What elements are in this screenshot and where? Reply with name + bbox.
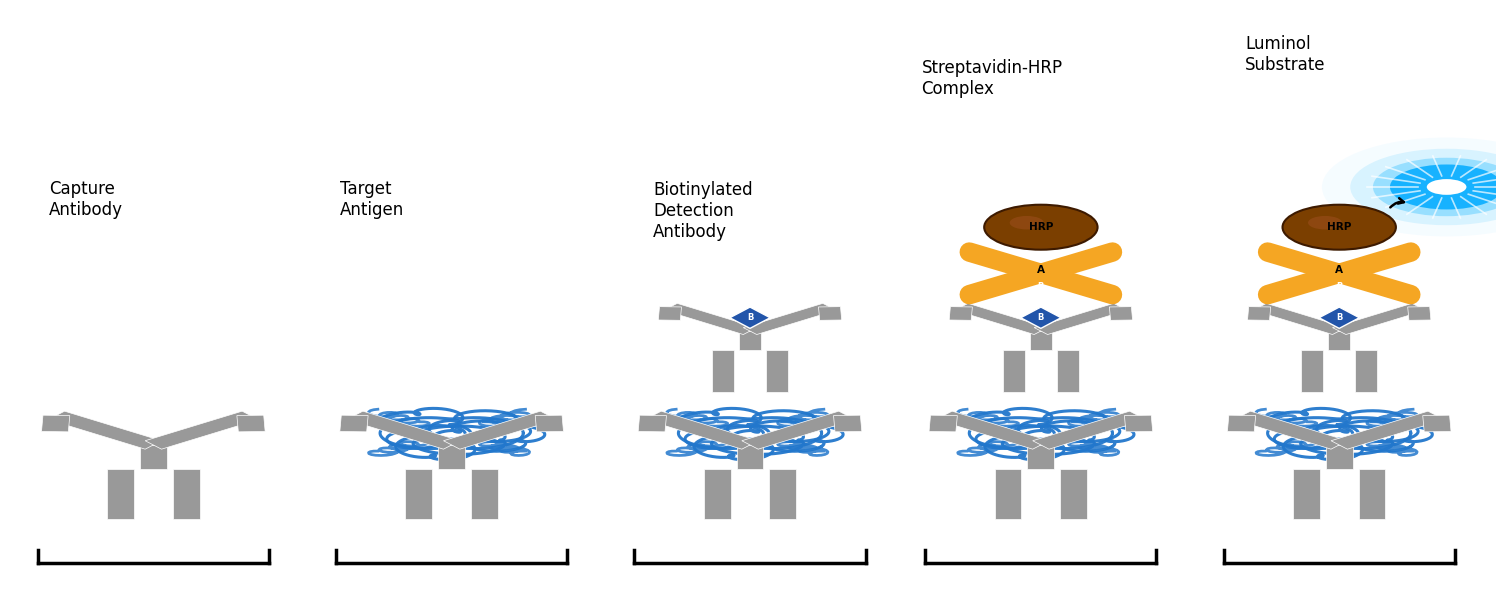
Polygon shape: [146, 411, 258, 449]
Polygon shape: [1248, 307, 1270, 320]
Bar: [438, 445, 465, 469]
Text: Target
Antigen: Target Antigen: [340, 180, 404, 219]
Bar: [1060, 469, 1088, 519]
Polygon shape: [340, 415, 368, 432]
Bar: [1354, 350, 1377, 392]
Circle shape: [1390, 164, 1500, 209]
Polygon shape: [48, 411, 162, 449]
Polygon shape: [237, 415, 266, 432]
Text: HRP: HRP: [1328, 222, 1352, 232]
Bar: [405, 469, 432, 519]
Polygon shape: [936, 411, 1048, 449]
Polygon shape: [1234, 411, 1347, 449]
Polygon shape: [444, 411, 556, 449]
Bar: [770, 469, 796, 519]
Polygon shape: [819, 307, 842, 320]
Polygon shape: [645, 411, 758, 449]
Polygon shape: [536, 415, 564, 432]
Polygon shape: [730, 307, 770, 328]
Bar: [1302, 350, 1323, 392]
Circle shape: [1350, 149, 1500, 225]
Text: A: A: [1335, 265, 1342, 275]
Polygon shape: [1034, 304, 1126, 335]
Bar: [994, 469, 1022, 519]
Circle shape: [1010, 216, 1044, 229]
Polygon shape: [1227, 415, 1256, 432]
Bar: [766, 350, 788, 392]
Text: Luminol
Substrate: Luminol Substrate: [1245, 35, 1326, 74]
Circle shape: [1322, 137, 1500, 236]
Text: B: B: [1038, 313, 1044, 322]
Polygon shape: [744, 304, 836, 335]
Bar: [1326, 445, 1353, 469]
Text: A: A: [1036, 265, 1046, 275]
Polygon shape: [1125, 415, 1152, 432]
Polygon shape: [664, 304, 756, 335]
Polygon shape: [658, 307, 681, 320]
Polygon shape: [1332, 304, 1425, 335]
Polygon shape: [742, 411, 855, 449]
Bar: [1328, 331, 1350, 350]
Bar: [712, 350, 734, 392]
Polygon shape: [1032, 411, 1146, 449]
Bar: [471, 469, 498, 519]
Text: B: B: [747, 313, 753, 322]
Polygon shape: [1020, 307, 1060, 328]
Polygon shape: [1407, 307, 1431, 320]
Circle shape: [1372, 158, 1500, 216]
Polygon shape: [950, 307, 972, 320]
Bar: [1028, 445, 1054, 469]
Polygon shape: [1252, 304, 1346, 335]
Bar: [172, 469, 200, 519]
Polygon shape: [928, 415, 957, 432]
Polygon shape: [834, 415, 862, 432]
Bar: [1359, 469, 1386, 519]
Text: HRP: HRP: [1029, 222, 1053, 232]
Polygon shape: [1110, 307, 1132, 320]
Bar: [140, 445, 166, 469]
Text: B: B: [1038, 282, 1044, 291]
Polygon shape: [954, 304, 1047, 335]
Bar: [1058, 350, 1078, 392]
Circle shape: [1282, 205, 1396, 250]
Polygon shape: [346, 411, 460, 449]
Polygon shape: [638, 415, 666, 432]
Polygon shape: [42, 415, 70, 432]
Bar: [740, 331, 760, 350]
Circle shape: [1308, 216, 1342, 229]
Bar: [736, 445, 764, 469]
Text: B: B: [1336, 282, 1342, 291]
Bar: [1030, 331, 1051, 350]
Polygon shape: [1330, 411, 1444, 449]
Bar: [704, 469, 730, 519]
Text: B: B: [1336, 313, 1342, 322]
Text: Biotinylated
Detection
Antibody: Biotinylated Detection Antibody: [652, 181, 753, 241]
Bar: [1293, 469, 1320, 519]
Bar: [1004, 350, 1025, 392]
Polygon shape: [1424, 415, 1450, 432]
Bar: [106, 469, 134, 519]
Circle shape: [984, 205, 1098, 250]
Text: Capture
Antibody: Capture Antibody: [50, 180, 123, 219]
Polygon shape: [1318, 307, 1359, 328]
Circle shape: [1426, 179, 1467, 195]
Text: Streptavidin-HRP
Complex: Streptavidin-HRP Complex: [921, 59, 1062, 98]
